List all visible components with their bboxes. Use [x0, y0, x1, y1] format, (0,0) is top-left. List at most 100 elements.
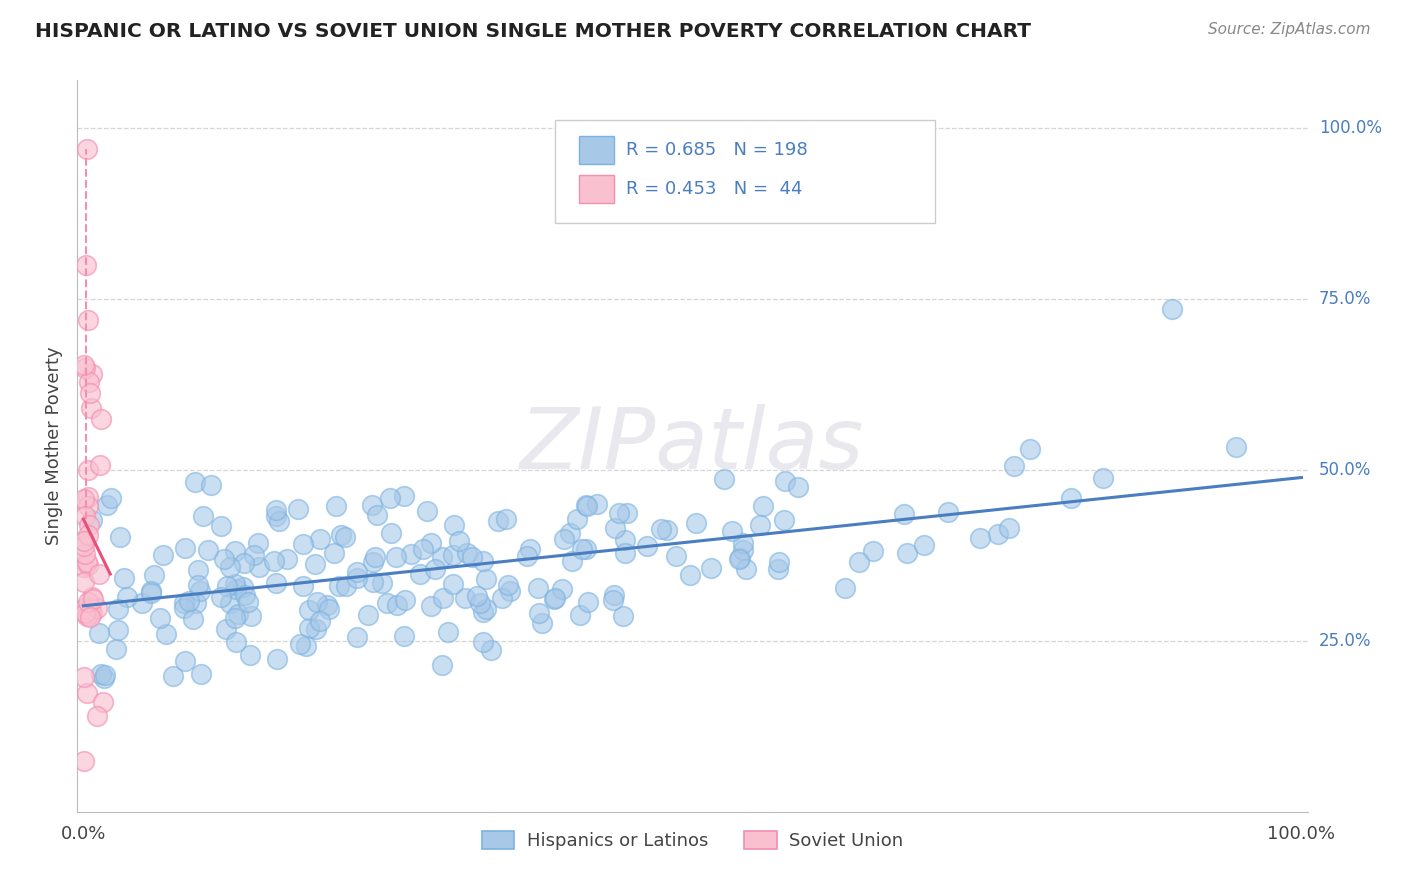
Point [998, 521, 1021, 535]
Point [460, 550, 482, 565]
Point [449, 533, 471, 548]
Text: 50.0%: 50.0% [1319, 461, 1371, 479]
Point [239, 648, 262, 663]
Text: 100.0%: 100.0% [1319, 120, 1382, 137]
Point [100, 491, 122, 505]
Point [766, 562, 789, 576]
Point [834, 581, 856, 595]
Point [609, 506, 631, 520]
Point [603, 588, 626, 602]
Point [224, 577, 246, 591]
Point [456, 546, 478, 560]
Point [475, 602, 498, 616]
Point [141, 584, 163, 599]
Point [79, 603, 101, 617]
Point [215, 622, 238, 636]
Point [527, 581, 550, 595]
Point [276, 552, 298, 566]
Point [987, 527, 1010, 541]
Point [471, 605, 494, 619]
Point [75, 605, 97, 619]
Point [323, 546, 346, 560]
Point [969, 531, 991, 545]
Point [443, 518, 465, 533]
Point [361, 555, 384, 569]
Point [174, 654, 197, 668]
Point [486, 514, 509, 528]
Point [378, 491, 401, 506]
Point [471, 635, 494, 649]
Point [75, 607, 97, 621]
Point [713, 472, 735, 486]
Point [75, 361, 97, 376]
Point [86, 708, 108, 723]
Point [200, 477, 222, 491]
Point [183, 475, 205, 489]
Text: R = 0.453   N =  44: R = 0.453 N = 44 [626, 180, 803, 198]
Point [239, 608, 262, 623]
Point [848, 555, 870, 569]
Point [318, 602, 340, 616]
Point [77, 463, 100, 477]
Point [361, 574, 384, 589]
Point [148, 611, 170, 625]
Point [394, 592, 416, 607]
Point [307, 595, 329, 609]
Point [519, 542, 541, 557]
Point [575, 499, 598, 513]
Point [862, 544, 884, 558]
Point [1225, 440, 1247, 454]
Legend: Hispanics or Latinos, Soviet Union: Hispanics or Latinos, Soviet Union [474, 823, 911, 857]
Point [465, 590, 488, 604]
Point [309, 532, 332, 546]
Point [79, 609, 101, 624]
Text: R = 0.685   N = 198: R = 0.685 N = 198 [626, 141, 807, 159]
Point [685, 516, 707, 531]
Point [266, 652, 288, 666]
Point [139, 585, 162, 599]
Point [530, 615, 553, 630]
Point [264, 575, 287, 590]
Point [131, 596, 153, 610]
Point [575, 541, 598, 556]
Point [73, 754, 96, 768]
Point [86, 601, 108, 615]
Point [420, 599, 443, 614]
Point [186, 596, 208, 610]
Point [357, 608, 380, 623]
Point [291, 536, 314, 550]
Point [104, 641, 127, 656]
Text: 25.0%: 25.0% [1319, 632, 1371, 650]
Point [385, 599, 408, 613]
Point [305, 623, 328, 637]
Point [366, 508, 388, 523]
Point [474, 572, 496, 586]
Point [89, 567, 111, 582]
Point [679, 568, 702, 582]
Point [209, 518, 232, 533]
Point [432, 550, 454, 565]
Point [380, 526, 402, 541]
Point [499, 584, 522, 599]
Point [90, 667, 112, 681]
Point [721, 524, 744, 538]
Point [112, 571, 135, 585]
Point [187, 563, 209, 577]
Point [233, 556, 256, 570]
Point [80, 513, 103, 527]
Point [329, 528, 352, 542]
Point [298, 602, 321, 616]
Point [79, 386, 101, 401]
Point [76, 142, 98, 156]
Point [730, 551, 752, 566]
Point [80, 367, 103, 381]
Point [733, 536, 755, 550]
Point [605, 521, 627, 535]
Point [304, 557, 326, 571]
Point [565, 512, 588, 526]
Point [553, 532, 575, 546]
Point [173, 601, 195, 615]
Point [263, 554, 285, 568]
Point [495, 512, 517, 526]
Point [77, 375, 100, 389]
